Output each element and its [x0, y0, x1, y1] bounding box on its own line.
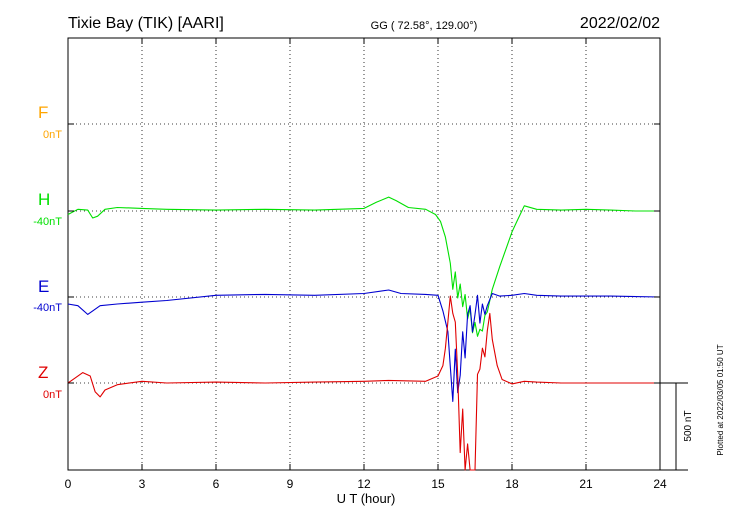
- channel-labels: F 0nT H -40nT E -40nT Z 0nT: [33, 103, 62, 401]
- channel-label-f: F: [38, 103, 48, 122]
- x-tick-label: 9: [287, 477, 294, 491]
- series-line-e: [67, 289, 661, 402]
- series-line-h: [67, 196, 660, 337]
- series-layer: [67, 196, 661, 471]
- grid-lines: [68, 38, 660, 470]
- plotted-timestamp: Plotted at 2022/03/05 01:50 UT: [716, 344, 725, 455]
- channel-label-e: E: [38, 277, 49, 296]
- x-tick-label: 15: [431, 477, 445, 491]
- baseline-label-z: 0nT: [43, 389, 62, 401]
- x-tick-label: 21: [579, 477, 593, 491]
- x-tick-label: 3: [139, 477, 146, 491]
- x-tick-label: 6: [213, 477, 220, 491]
- scale-bar-label: 500 nT: [683, 410, 694, 441]
- channel-label-z: Z: [38, 363, 48, 382]
- baseline-label-e: -40nT: [33, 302, 62, 314]
- x-axis-ticks: 0 3 6 9 12 15 18 21 24: [65, 38, 667, 491]
- station-coords: GG ( 72.58°, 129.00°): [371, 20, 478, 32]
- x-tick-label: 12: [357, 477, 371, 491]
- scale-bar: 500 nT: [660, 382, 694, 471]
- x-tick-label: 18: [505, 477, 519, 491]
- channel-label-h: H: [38, 190, 50, 209]
- x-tick-label: 0: [65, 477, 72, 491]
- x-tick-label: 24: [653, 477, 667, 491]
- baseline-label-f: 0nT: [43, 129, 62, 141]
- baseline-label-h: -40nT: [33, 216, 62, 228]
- x-axis-label: U T (hour): [337, 491, 396, 506]
- series-line-z: [67, 295, 660, 471]
- plot-date: 2022/02/02: [580, 15, 660, 32]
- station-title: Tixie Bay (TIK) [AARI]: [68, 15, 224, 32]
